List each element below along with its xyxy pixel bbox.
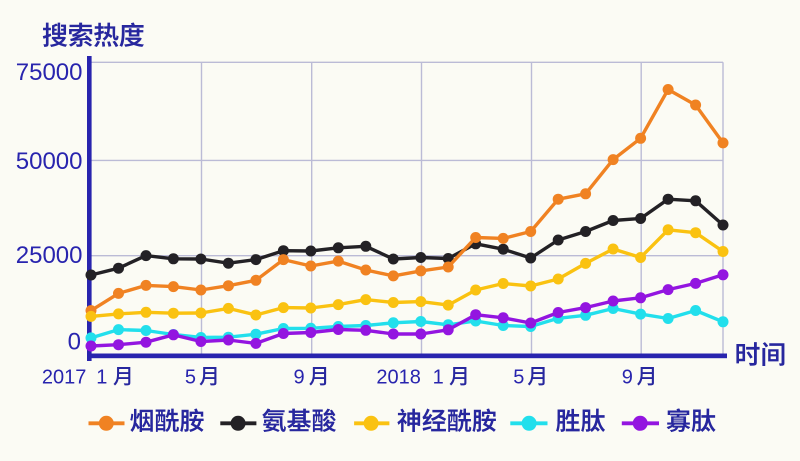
- svg-text:2017: 2017: [42, 367, 87, 389]
- svg-text:25000: 25000: [16, 242, 83, 269]
- svg-text:9: 9: [622, 367, 633, 389]
- svg-text:1: 1: [433, 367, 444, 389]
- svg-text:9: 9: [294, 367, 305, 389]
- svg-text:5: 5: [513, 367, 524, 389]
- svg-text:2018: 2018: [376, 367, 421, 389]
- svg-text:0: 0: [68, 329, 81, 356]
- svg-text:75000: 75000: [16, 59, 83, 86]
- svg-text:1: 1: [96, 367, 107, 389]
- svg-text:5: 5: [185, 367, 196, 389]
- svg-text:50000: 50000: [16, 148, 83, 175]
